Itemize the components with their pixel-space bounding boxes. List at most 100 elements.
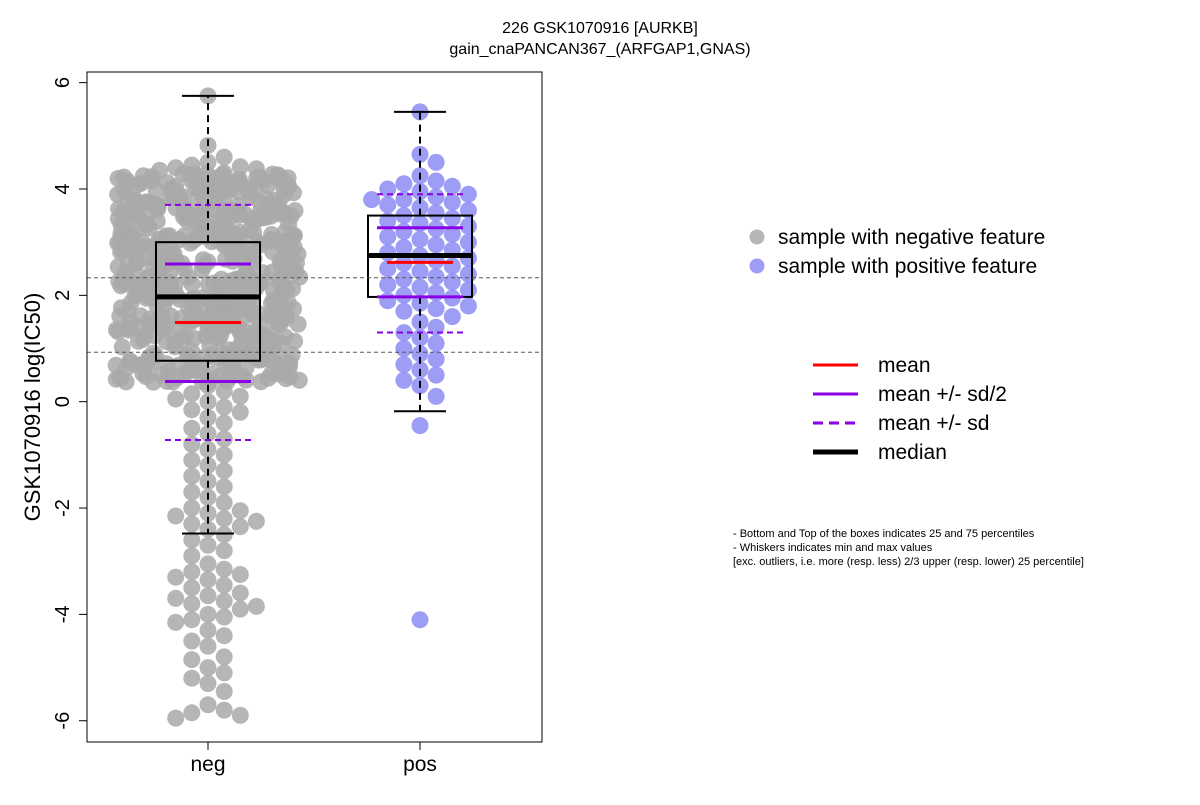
neg-point [183, 579, 201, 597]
pos-point [395, 302, 413, 320]
neg-point [199, 621, 217, 639]
neg-point [199, 504, 217, 522]
neg-point [183, 210, 201, 228]
pos-point [427, 236, 445, 254]
neg-point [275, 305, 293, 323]
pos-point [395, 270, 413, 288]
neg-point [243, 306, 261, 324]
neg-point [183, 595, 201, 613]
neg-point [231, 600, 249, 618]
neg-point [114, 242, 132, 260]
pos-point [411, 278, 429, 296]
pos-point [395, 191, 413, 209]
neg-point [160, 276, 178, 294]
neg-point [188, 295, 206, 313]
neg-point [231, 175, 249, 193]
pos-point [379, 260, 397, 278]
pos-point [395, 239, 413, 256]
neg-point [183, 467, 201, 485]
pos-point [395, 356, 413, 373]
neg-point [183, 483, 201, 501]
neg-point [273, 262, 291, 280]
neg-point [199, 536, 217, 554]
neg-point [183, 669, 201, 687]
neg-point [183, 435, 201, 453]
neg-point [114, 272, 132, 290]
neg-point [158, 355, 175, 373]
neg-point [215, 664, 233, 682]
pos-point [395, 340, 413, 357]
neg-point [265, 282, 283, 300]
pos-point [443, 193, 461, 211]
neg-point [231, 502, 249, 520]
pos-point [379, 196, 397, 214]
neg-point [247, 597, 265, 615]
neg-point [191, 310, 208, 328]
neg-point [183, 611, 201, 629]
pos-point [443, 257, 461, 275]
neg-point [167, 568, 185, 586]
note-line-3: [exc. outliers, i.e. more (resp. less) 2… [733, 556, 1084, 568]
neg-point [183, 531, 201, 549]
neg-point [246, 179, 264, 197]
legend-marker-1 [749, 229, 765, 245]
pos-point [379, 180, 397, 198]
pos-point [411, 417, 429, 435]
neg-point [247, 160, 265, 178]
pos-point [379, 244, 397, 262]
neg-point [199, 605, 217, 623]
neg-point [199, 675, 217, 692]
neg-point [280, 215, 298, 233]
neg-point [199, 153, 217, 171]
neg-point [183, 632, 201, 650]
neg-point [286, 332, 304, 350]
neg-point [167, 589, 185, 607]
plot-frame [86, 71, 543, 743]
pos-point [411, 231, 429, 248]
pos-point [459, 265, 477, 283]
pos-point [363, 191, 381, 209]
neg-point [258, 345, 276, 363]
pos-point [427, 204, 445, 222]
pos-point [443, 209, 461, 227]
pos-point [427, 153, 445, 171]
neg-point [231, 706, 249, 724]
pos-point [443, 177, 461, 195]
neg-point [128, 251, 146, 269]
neg-point [167, 177, 185, 195]
legend-line-label-3: mean +/- sd [878, 412, 989, 435]
pos-point [459, 297, 477, 315]
neg-point [167, 613, 185, 631]
y-tick-label: 0 [52, 396, 74, 407]
neg-point [145, 344, 162, 362]
neg-point [183, 704, 201, 722]
points-layer [107, 87, 477, 727]
y-tick-label: -2 [52, 499, 74, 517]
legend-line-label-2: mean +/- sd/2 [878, 383, 1007, 406]
neg-point [199, 555, 217, 573]
neg-point [231, 566, 249, 583]
neg-point [281, 368, 299, 385]
pos-point [411, 215, 429, 232]
pos-point [427, 387, 445, 405]
legend-lines: mean mean +/- sd/2 mean +/- sd median [813, 354, 1007, 464]
pos-point [395, 371, 413, 389]
neg-point [231, 158, 249, 176]
pos-point [427, 284, 445, 302]
neg-point [215, 542, 233, 560]
neg-point [183, 342, 201, 360]
neg-point [215, 627, 233, 645]
pos-point [427, 366, 445, 384]
neg-point [209, 278, 227, 296]
neg-point [215, 701, 233, 719]
pos-point [395, 175, 413, 193]
neg-point [209, 329, 227, 347]
neg-point [121, 319, 139, 337]
neg-point [118, 172, 136, 190]
neg-point [129, 237, 146, 255]
pos-point [395, 223, 413, 240]
neg-point [168, 369, 186, 387]
neg-point [215, 478, 233, 496]
neg-point [183, 401, 201, 419]
note-line-2: - Whiskers indicates min and max values [733, 542, 933, 554]
